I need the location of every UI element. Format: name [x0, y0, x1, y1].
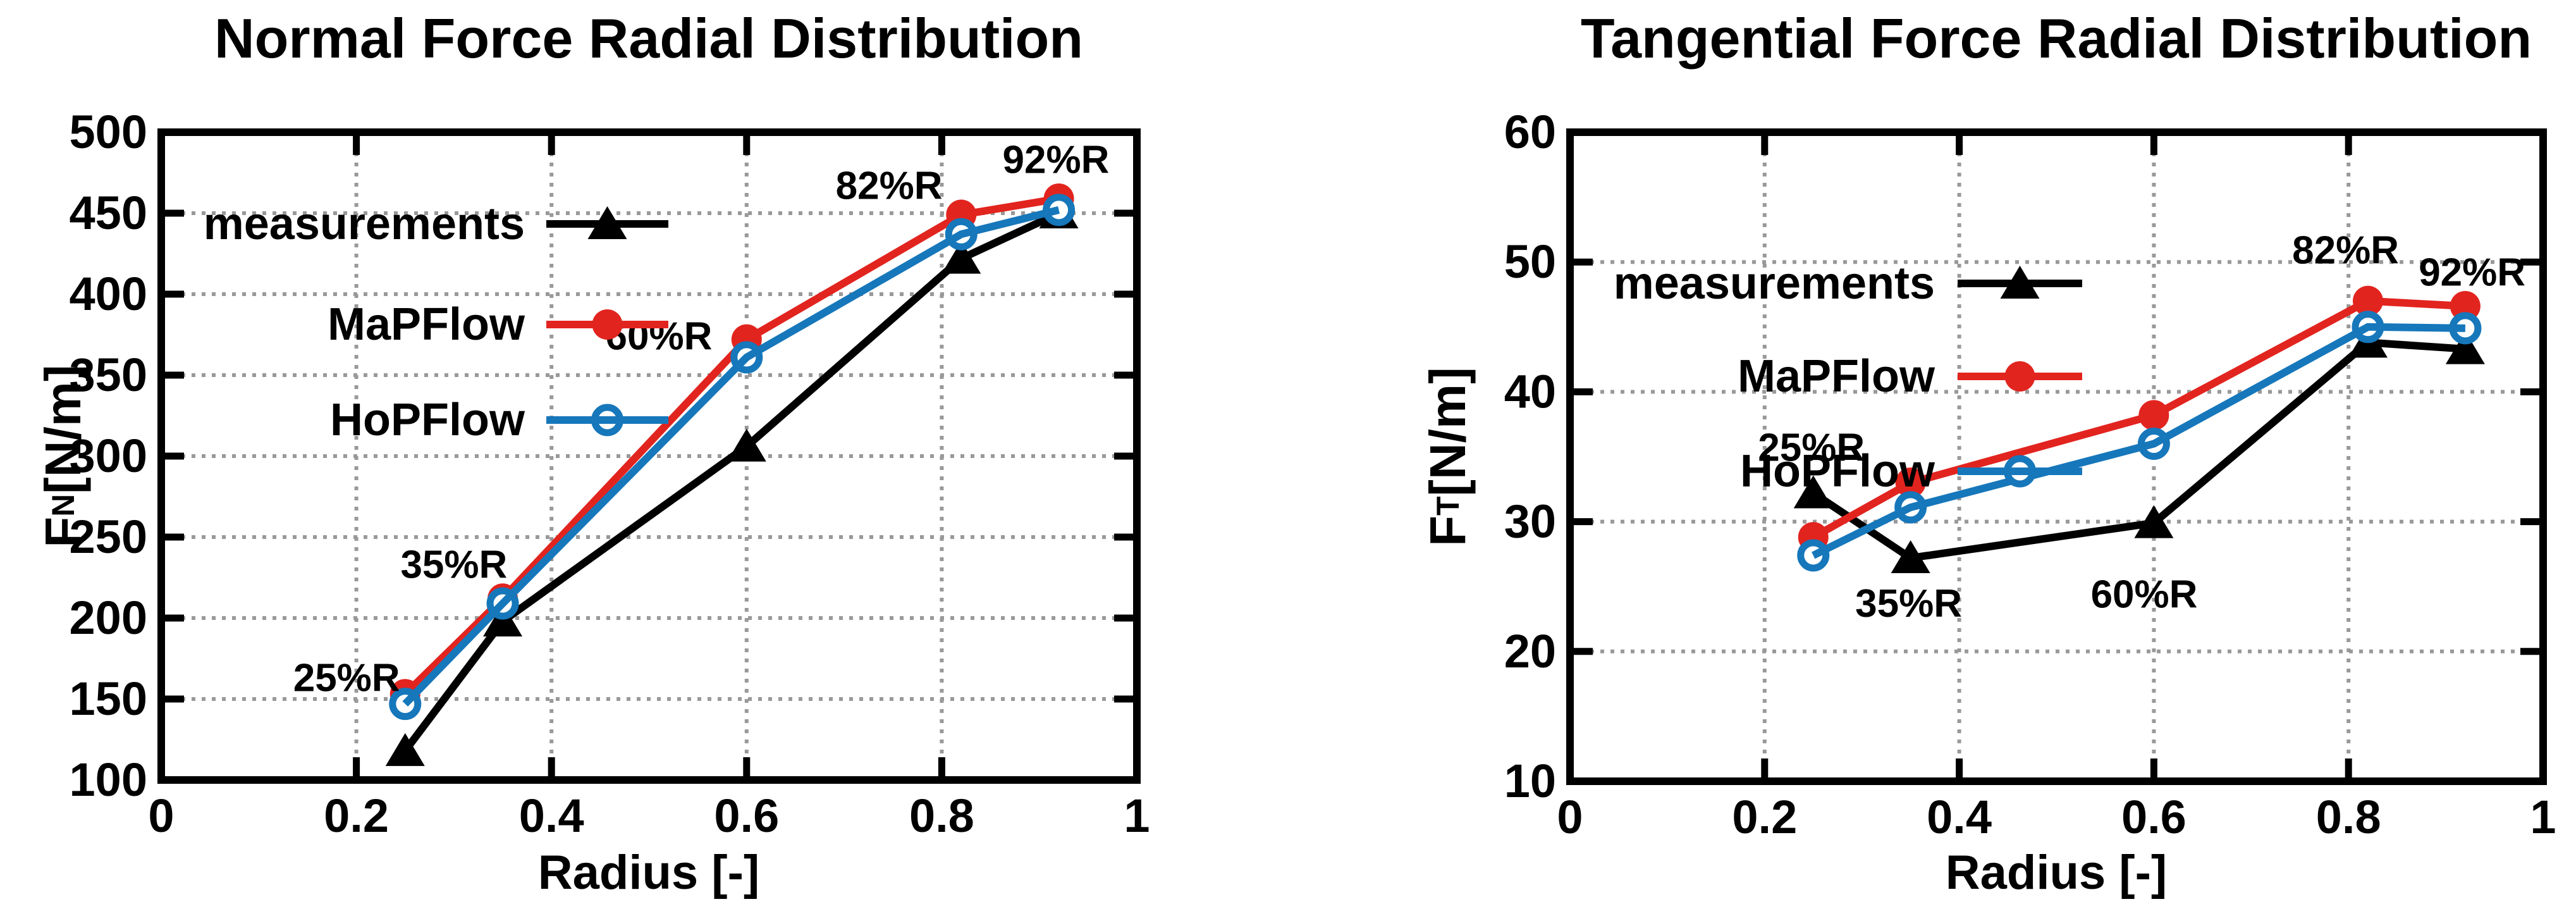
left-ytick-label: 400: [70, 268, 147, 320]
left-xtick-label: 0: [148, 789, 174, 842]
left-legend-sample-marker-MaPFlow: [592, 309, 623, 340]
right-axes-box: [1566, 128, 2547, 785]
left-ytick-label: 300: [70, 430, 147, 482]
right-point-label: 82%R: [2292, 229, 2399, 273]
right-legend-label-measurements: measurements: [1613, 258, 1935, 309]
right-xtick-label: 0.2: [1732, 791, 1797, 843]
right-ytick-label: 20: [1504, 625, 1556, 678]
left-point-label: 25%R: [293, 657, 400, 700]
left-point-label: 92%R: [1002, 139, 1109, 182]
right-ylabel-subscript: T: [1430, 496, 1466, 516]
right-xtick-label: 0.4: [1927, 791, 1992, 843]
left-series-marker-measurements: [941, 240, 981, 274]
left-legend-label-measurements: measurements: [203, 199, 525, 249]
left-chart-title: Normal Force Radial Distribution: [214, 7, 1083, 70]
right-series-marker-MaPFlow: [2352, 285, 2383, 316]
right-point-label: 60%R: [2091, 573, 2198, 617]
right-point-label: 92%R: [2419, 251, 2525, 295]
left-ytick-label: 500: [70, 106, 147, 158]
left-series-marker-measurements: [385, 733, 425, 766]
right-series-marker-measurements: [2445, 331, 2485, 364]
left-ylabel-symbol: F: [35, 516, 91, 548]
left-xtick-label: 0.6: [714, 789, 779, 842]
left-ytick-label: 100: [70, 753, 147, 806]
right-legend-sample-marker-MaPFlow: [2004, 361, 2035, 392]
right-series-marker-MaPFlow: [1895, 467, 1926, 498]
right-point-label: 35%R: [1855, 582, 1962, 626]
right-ytick-label: 50: [1504, 235, 1556, 288]
left-ytick-label: 200: [70, 591, 147, 644]
right-ytick-label: 30: [1504, 495, 1556, 548]
right-legend-sample-marker-measurements: [2000, 266, 2040, 299]
left-ytick-label: 250: [70, 511, 147, 563]
left-ytick-label: 150: [70, 672, 147, 725]
right-ytick-label: 40: [1504, 365, 1556, 418]
right-xtick-label: 1: [2530, 791, 2556, 843]
right-series-marker-measurements: [2134, 505, 2174, 538]
left-legend-sample-marker-measurements: [587, 206, 627, 239]
left-legend-label-mapflow: MaPFlow: [327, 299, 525, 350]
left-ylabel-subscript: N: [46, 493, 81, 517]
right-series-marker-measurements: [1793, 475, 1833, 509]
left-xtick-label: 0.8: [909, 789, 974, 842]
right-ylabel-symbol: F: [1420, 515, 1476, 547]
left-ylabel-unit: [N/m]: [35, 364, 91, 494]
right-series-marker-measurements: [1891, 540, 1930, 574]
right-x-axis-label: Radius [-]: [1945, 846, 2168, 900]
right-xtick-label: 0.6: [2121, 791, 2187, 843]
right-chart-title: Tangential Force Radial Distribution: [1580, 7, 2532, 70]
left-axes-box: [157, 128, 1141, 784]
left-xtick-label: 0.4: [519, 789, 584, 842]
left-point-label: 82%R: [836, 164, 943, 207]
right-series-line-HoPFlow: [1812, 323, 2465, 559]
right-xtick-label: 0: [1557, 791, 1583, 843]
left-legend-label-hopflow: HoPFlow: [330, 395, 525, 445]
right-series-marker-MaPFlow: [2450, 290, 2481, 321]
left-xtick-label: 0.2: [324, 789, 389, 842]
right-series-marker-MaPFlow: [2138, 400, 2169, 431]
left-xtick-label: 1: [1124, 789, 1150, 842]
left-series-line-HoPFlow: [402, 206, 1060, 707]
left-series-marker-measurements: [483, 603, 523, 637]
right-xtick-label: 0.8: [2316, 791, 2381, 843]
right-point-label: 25%R: [1758, 426, 1865, 470]
left-series-marker-measurements: [727, 428, 766, 462]
right-ytick-label: 60: [1504, 106, 1556, 158]
left-ytick-label: 350: [70, 349, 147, 401]
left-x-axis-label: Radius [-]: [537, 846, 760, 900]
left-point-label: 35%R: [400, 543, 507, 587]
right-ylabel-unit: [N/m]: [1420, 367, 1476, 497]
left-ytick-label: 450: [70, 187, 147, 239]
right-legend-label-hopflow: HoPFlow: [1740, 446, 1935, 497]
right-ytick-label: 10: [1504, 755, 1556, 807]
right-legend-label-mapflow: MaPFlow: [1737, 351, 1935, 402]
